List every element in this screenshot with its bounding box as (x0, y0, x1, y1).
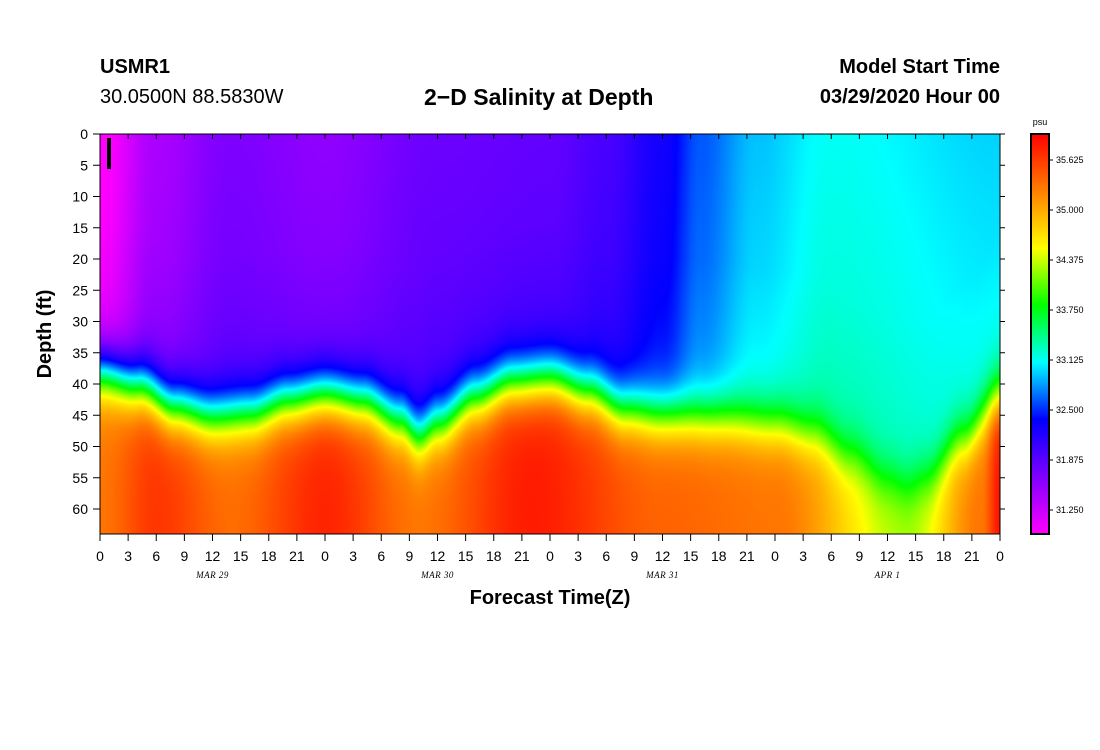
x-tick-label: 21 (289, 548, 305, 564)
y-tick-label: 30 (72, 314, 88, 330)
x-tick-label: 3 (799, 548, 807, 564)
x-tick-label: 18 (936, 548, 952, 564)
x-tick-label: 6 (377, 548, 385, 564)
y-tick-label: 5 (80, 157, 88, 173)
x-tick-label: 15 (683, 548, 699, 564)
y-axis-label: Depth (ft) (34, 290, 56, 379)
x-tick-label: 0 (96, 548, 104, 564)
x-tick-label: 18 (261, 548, 277, 564)
colorbar-tick-label: 33.125 (1056, 355, 1084, 365)
model-start-value: 03/29/2020 Hour 00 (819, 86, 1000, 108)
x-tick-label: 9 (180, 548, 188, 564)
x-tick-label: 18 (486, 548, 502, 564)
y-tick-label: 40 (72, 376, 88, 392)
x-tick-label: 21 (514, 548, 530, 564)
colorbar-tick-label: 31.875 (1056, 455, 1084, 465)
colorbar: psu 31.250 31.875 32.500 33.125 33.750 34.375 3… (1030, 117, 1084, 535)
x-tick-label: 12 (880, 548, 896, 564)
x-tick-label: 6 (152, 548, 160, 564)
x-tick-label: 6 (602, 548, 610, 564)
x-tick-label: 15 (233, 548, 249, 564)
colorbar-tick-label: 32.500 (1056, 405, 1084, 415)
y-tick-label: 35 (72, 345, 88, 361)
colorbar-tick-label: 33.750 (1056, 305, 1084, 315)
date-label: MAR 31 (645, 570, 679, 580)
x-axis: 0 3 6 9 12 15 18 21 0 3 6 9 12 15 18 21 0 3 6 9 12 15 18 21 0 3 6 9… (96, 134, 1004, 580)
x-tick-label: 0 (546, 548, 554, 564)
x-tick-label: 12 (205, 548, 221, 564)
model-start-label: Model Start Time (839, 56, 1000, 78)
x-tick-label: 3 (124, 548, 132, 564)
colorbar-tick-label: 35.625 (1056, 155, 1084, 165)
x-axis-label: Forecast Time(Z) (470, 587, 631, 609)
x-tick-label: 3 (349, 548, 357, 564)
x-tick-label: 21 (739, 548, 755, 564)
x-tick-label: 15 (908, 548, 924, 564)
y-tick-label: 60 (72, 501, 88, 517)
y-tick-label: 25 (72, 282, 88, 298)
x-tick-label: 9 (630, 548, 638, 564)
chart-title: 2−D Salinity at Depth (424, 84, 654, 110)
y-tick-label: 15 (72, 220, 88, 236)
y-axis: 0 5 10 15 20 25 30 35 40 45 50 55 60 (72, 126, 1005, 517)
colorbar-unit: psu (1033, 117, 1048, 127)
station-coordinates: 30.0500N 88.5830W (100, 86, 284, 108)
colorbar-tick-label: 35.000 (1056, 205, 1084, 215)
x-tick-label: 12 (430, 548, 446, 564)
y-tick-label: 10 (72, 189, 88, 205)
x-tick-label: 9 (405, 548, 413, 564)
x-tick-label: 18 (711, 548, 727, 564)
date-label: MAR 30 (420, 570, 454, 580)
colorbar-bar (1030, 133, 1050, 535)
current-time-marker (107, 138, 111, 169)
x-tick-label: 6 (827, 548, 835, 564)
x-tick-label: 21 (964, 548, 980, 564)
colorbar-tick-label: 31.250 (1056, 505, 1084, 515)
y-tick-label: 0 (80, 126, 88, 142)
colorbar-tick-label: 34.375 (1056, 255, 1084, 265)
x-tick-label: 3 (574, 548, 582, 564)
x-tick-label: 0 (771, 548, 779, 564)
y-tick-label: 55 (72, 470, 88, 486)
station-id: USMR1 (100, 56, 171, 78)
heatmap-container (100, 134, 1000, 534)
x-tick-label: 0 (321, 548, 329, 564)
x-tick-label: 12 (655, 548, 671, 564)
y-tick-label: 45 (72, 407, 88, 423)
y-tick-label: 50 (72, 439, 88, 455)
x-tick-label: 0 (996, 548, 1004, 564)
salinity-heatmap (100, 134, 1000, 534)
x-tick-label: 9 (855, 548, 863, 564)
y-tick-label: 20 (72, 251, 88, 267)
date-label: MAR 29 (195, 570, 229, 580)
x-tick-label: 15 (458, 548, 474, 564)
date-label: APR 1 (874, 570, 901, 580)
